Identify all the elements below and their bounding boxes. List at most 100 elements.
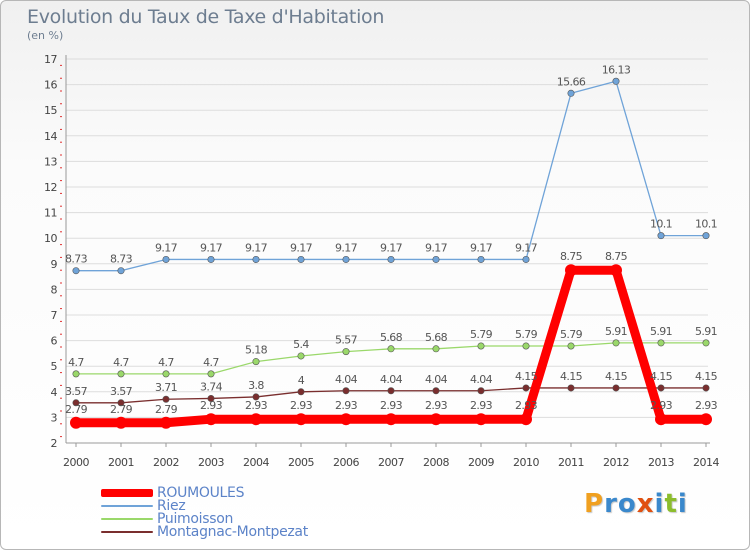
y-tick-label: 9 [51, 258, 58, 271]
logo-letter: x [636, 489, 655, 519]
data-point [432, 345, 440, 353]
data-label: 5.68 [380, 331, 403, 344]
data-point [700, 413, 712, 426]
logo-letter: r [604, 489, 618, 519]
y-tick-label: 13 [44, 155, 57, 168]
data-label: 5.18 [245, 344, 268, 357]
data-point [207, 255, 215, 263]
data-label: 5.79 [470, 328, 493, 341]
data-point [162, 370, 170, 378]
legend-swatch [101, 489, 153, 497]
data-point [432, 387, 440, 395]
data-label: 9.17 [380, 241, 403, 254]
x-tick-label: 2000 [63, 456, 89, 469]
data-point [297, 352, 305, 360]
y-tick-label: 15 [44, 104, 57, 117]
data-label: 3.74 [200, 380, 223, 393]
data-label: 8.73 [110, 253, 133, 266]
y-tick-label: 3 [51, 411, 58, 424]
legend-label: Puimoisson [157, 511, 234, 527]
x-tick-label: 2008 [423, 456, 449, 469]
data-label: 4.04 [425, 373, 448, 386]
y-tick-label: 16 [44, 79, 57, 92]
y-tick-label: 8 [51, 283, 58, 296]
data-point [342, 348, 350, 356]
data-point [702, 339, 710, 347]
data-label: 4.15 [695, 370, 718, 383]
data-point [567, 384, 575, 392]
y-tick-label: 6 [51, 335, 58, 348]
data-point [117, 399, 125, 407]
data-label: 5.4 [293, 338, 309, 351]
y-tick-label: 10 [44, 232, 57, 245]
data-point [657, 232, 665, 240]
data-point [342, 255, 350, 263]
y-tick-label: 12 [44, 181, 57, 194]
data-point [567, 342, 575, 350]
data-label: 10.1 [650, 218, 672, 231]
legend-swatch [101, 505, 153, 507]
data-label: 10.1 [695, 218, 717, 231]
data-point [657, 384, 665, 392]
data-point [655, 413, 667, 426]
data-point [115, 416, 127, 429]
data-point [387, 345, 395, 353]
data-point [252, 255, 260, 263]
data-label: 2.79 [110, 403, 133, 416]
data-label: 4.04 [380, 373, 403, 386]
data-point [207, 394, 215, 402]
data-label: 2.93 [200, 399, 223, 412]
data-point [477, 387, 485, 395]
data-label: 5.91 [650, 325, 672, 338]
data-label: 5.57 [335, 334, 358, 347]
data-point [387, 255, 395, 263]
data-point [702, 384, 710, 392]
data-label: 16.13 [602, 63, 631, 76]
x-tick-label: 2002 [153, 456, 179, 469]
data-point [522, 384, 530, 392]
data-label: 4.7 [203, 356, 219, 369]
data-label: 4.04 [335, 373, 358, 386]
data-label: 2.93 [515, 399, 538, 412]
data-point [72, 267, 80, 275]
x-tick-label: 2007 [378, 456, 404, 469]
data-label: 4.04 [470, 373, 493, 386]
data-label: 8.73 [65, 253, 88, 266]
data-point [117, 370, 125, 378]
data-point [72, 399, 80, 407]
data-point [657, 339, 665, 347]
data-label: 2.79 [65, 403, 88, 416]
data-label: 3.8 [248, 379, 264, 392]
logo-letter: i [654, 489, 665, 519]
data-point [385, 413, 397, 426]
data-point [162, 395, 170, 403]
data-label: 3.71 [155, 381, 177, 394]
data-point [252, 393, 260, 401]
data-label: 4.7 [113, 356, 129, 369]
y-tick-label: 7 [51, 309, 58, 322]
data-label: 2.79 [155, 403, 178, 416]
data-label: 3.57 [65, 385, 88, 398]
data-point [72, 370, 80, 378]
y-tick-label: 11 [44, 207, 57, 220]
y-tick-label: 14 [44, 130, 57, 143]
y-tick-label: 2 [51, 437, 58, 450]
x-tick-label: 2011 [558, 456, 584, 469]
x-tick-label: 2006 [333, 456, 359, 469]
data-point [432, 255, 440, 263]
x-tick-label: 2013 [648, 456, 674, 469]
logo-letter: o [617, 489, 637, 519]
x-tick-label: 2012 [603, 456, 629, 469]
data-label: 2.93 [380, 399, 403, 412]
x-tick-label: 2010 [513, 456, 539, 469]
proxiti-logo: Proxiti [584, 489, 688, 519]
x-tick-label: 2001 [108, 456, 134, 469]
data-label: 5.79 [515, 328, 538, 341]
data-label: 2.93 [245, 399, 268, 412]
data-label: 4.15 [515, 370, 538, 383]
data-label: 4.15 [560, 370, 583, 383]
data-label: 2.93 [335, 399, 358, 412]
x-tick-label: 2009 [468, 456, 494, 469]
